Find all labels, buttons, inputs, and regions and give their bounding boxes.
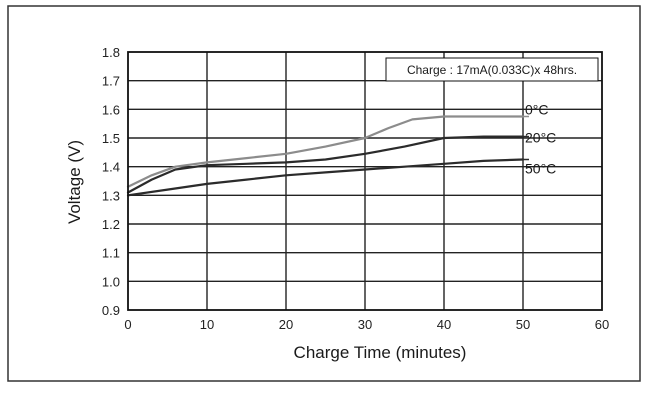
y-tick-label: 1.3 <box>102 188 120 203</box>
series-line <box>126 115 525 188</box>
annotation-box <box>385 57 599 82</box>
series-label: 0°C <box>525 102 549 118</box>
y-tick-label: 1.1 <box>102 246 120 261</box>
series-label: 50°C <box>525 161 556 177</box>
tick-labels: 0 10 20 30 40 50 60 0.9 1.0 1.1 1.2 1.3 1.4 1.5 1.6 1.7… <box>102 45 609 332</box>
y-axis-label: Voltage (V) <box>65 140 84 224</box>
y-tick-label: 1.2 <box>102 217 120 232</box>
x-tick-label: 50 <box>516 317 530 332</box>
y-tick-label: 1.4 <box>102 160 120 175</box>
y-tick-label: 1.5 <box>102 131 120 146</box>
x-tick-label: 0 <box>124 317 131 332</box>
y-tick-label: 1.0 <box>102 274 120 289</box>
series-label: 20°C <box>525 130 556 146</box>
y-tick-label: 1.6 <box>102 102 120 117</box>
y-tick-label: 1.8 <box>102 45 120 60</box>
y-tick-label: 0.9 <box>102 303 120 318</box>
y-tick-label: 1.7 <box>102 74 120 89</box>
series-labels: 0°C 20°C 50°C <box>525 102 556 177</box>
series-line <box>126 135 525 194</box>
x-tick-label: 60 <box>595 317 609 332</box>
x-tick-label: 30 <box>358 317 372 332</box>
annotation-text: Charge : 17mA(0.033C)x 48hrs. <box>407 63 577 77</box>
x-tick-label: 20 <box>279 317 293 332</box>
x-tick-label: 10 <box>200 317 214 332</box>
series-line <box>126 158 525 197</box>
x-tick-label: 40 <box>437 317 451 332</box>
grid <box>128 52 602 310</box>
plot-border <box>127 51 603 311</box>
x-axis-label: Charge Time (minutes) <box>294 343 467 362</box>
series-lines <box>126 115 529 197</box>
